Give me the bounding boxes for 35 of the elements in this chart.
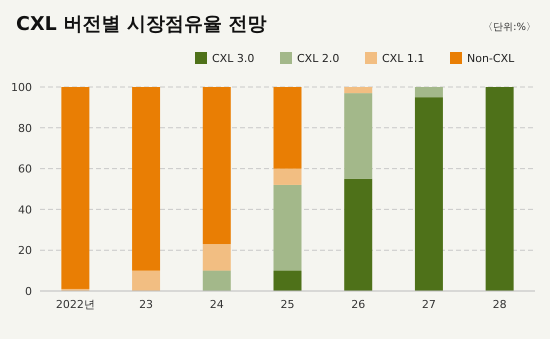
legend-label: CXL 3.0 [212, 52, 254, 65]
bar [344, 87, 372, 94]
legend-label: CXL 2.0 [297, 52, 340, 65]
bar [486, 87, 514, 291]
x-tick-label: 23 [139, 298, 154, 311]
bar [274, 87, 302, 169]
text: 〈단위:%〉 [483, 22, 536, 33]
y-tick-label: 100 [11, 81, 32, 94]
bar [132, 270, 160, 291]
bar [274, 270, 302, 291]
bar [414, 97, 443, 291]
bar [274, 184, 302, 271]
chart-title: CXL 버전별 시장점유율 전망 [16, 13, 267, 35]
bar [274, 168, 302, 185]
bar [344, 93, 372, 179]
bar [414, 87, 443, 98]
bar [202, 87, 231, 244]
x-tick-label: 25 [280, 298, 294, 311]
y-tick-label: 0 [25, 285, 32, 298]
y-tick-label: 20 [18, 244, 32, 258]
bar [132, 87, 160, 271]
legend-label: Non-CXL [467, 52, 516, 65]
x-tick-label: 2022년 [56, 298, 95, 311]
legend-label: CXL 1.1 [382, 52, 424, 65]
bar [202, 244, 231, 271]
bar [61, 87, 90, 289]
bar [202, 270, 231, 291]
x-tick-label: 26 [351, 298, 366, 311]
y-tick-label: 60 [18, 162, 32, 176]
x-tick-label: 24 [210, 298, 224, 311]
y-tick-label: 40 [18, 203, 32, 216]
bar [344, 178, 372, 291]
x-tick-label: 28 [492, 298, 507, 311]
x-tick-label: 27 [422, 298, 436, 311]
y-tick-label: 80 [18, 122, 32, 135]
